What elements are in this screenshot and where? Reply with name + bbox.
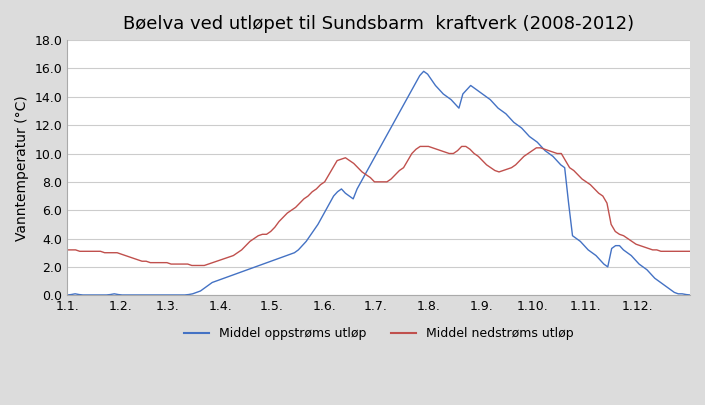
Title: Bøelva ved utløpet til Sundsbarm  kraftverk (2008-2012): Bøelva ved utløpet til Sundsbarm kraftve…: [123, 15, 634, 33]
Legend: Middel oppstrøms utløp, Middel nedstrøms utløp: Middel oppstrøms utløp, Middel nedstrøms…: [178, 322, 579, 345]
Y-axis label: Vanntemperatur (°C): Vanntemperatur (°C): [15, 95, 29, 241]
